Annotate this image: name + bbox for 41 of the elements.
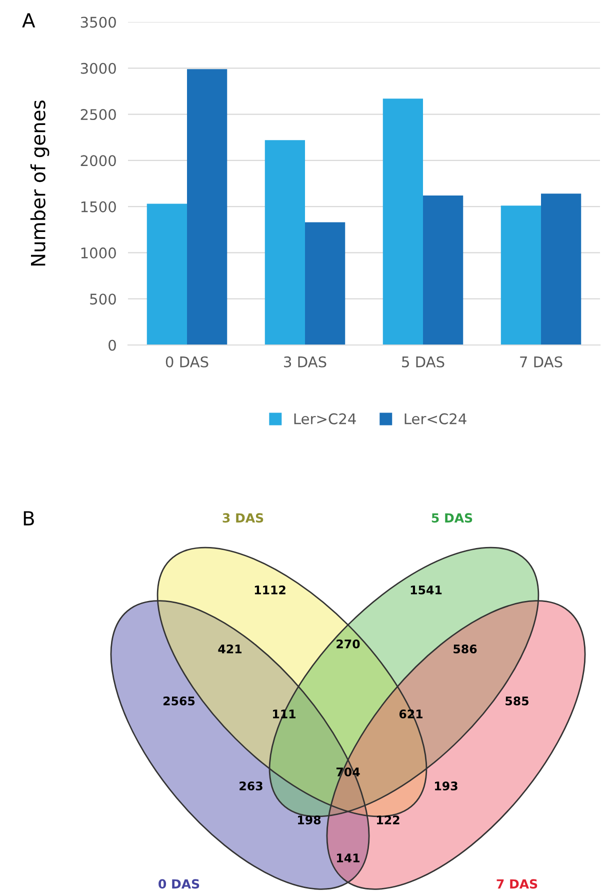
text: 2565 — [164, 696, 195, 706]
text: 586 — [454, 644, 477, 654]
text: B — [24, 511, 34, 526]
y-tick-label: 3500 — [80, 16, 116, 28]
legend-label: Ler>C24 — [294, 413, 356, 424]
text: 421 — [218, 644, 242, 654]
chart-title: A — [22, 13, 36, 28]
text: 1541 — [410, 586, 442, 594]
text: 263 — [240, 781, 262, 790]
y-tick-label: 3000 — [80, 62, 116, 74]
text: 1112 — [254, 585, 286, 594]
y-tick-label: 2000 — [80, 155, 116, 166]
text: 198 — [298, 815, 321, 824]
bar — [187, 69, 228, 345]
y-tick-label: 2500 — [80, 109, 116, 120]
text: 270 — [336, 639, 360, 648]
text: 193 — [435, 781, 458, 790]
x-tick-label: 5 DAS — [402, 356, 444, 368]
text: 3 DAS — [222, 513, 264, 523]
bar — [423, 195, 464, 345]
text: 122 — [377, 815, 400, 824]
x-tick-label: 3 DAS — [284, 356, 326, 368]
text: 0 DAS — [158, 879, 200, 889]
bar — [305, 222, 346, 345]
bar — [382, 98, 423, 345]
bar — [541, 194, 582, 345]
y-tick-label: 1500 — [81, 201, 116, 212]
y-tick-label: 1000 — [81, 247, 116, 258]
bar — [500, 206, 541, 345]
bar — [264, 140, 305, 345]
y-tick-label: 0 — [108, 340, 116, 351]
text: 585 — [506, 696, 528, 706]
x-tick-label: 7 DAS — [520, 356, 562, 368]
bar — [146, 204, 187, 345]
text: 5 DAS — [432, 513, 472, 523]
y-tick-label: 500 — [90, 294, 116, 305]
text: 141 — [337, 854, 360, 862]
x-tick-label: 0 DAS — [166, 356, 208, 368]
text: 7 DAS — [496, 879, 538, 889]
legend-label: Ler<C24 — [404, 413, 466, 424]
y-axis-title: Number of genes — [30, 100, 50, 266]
